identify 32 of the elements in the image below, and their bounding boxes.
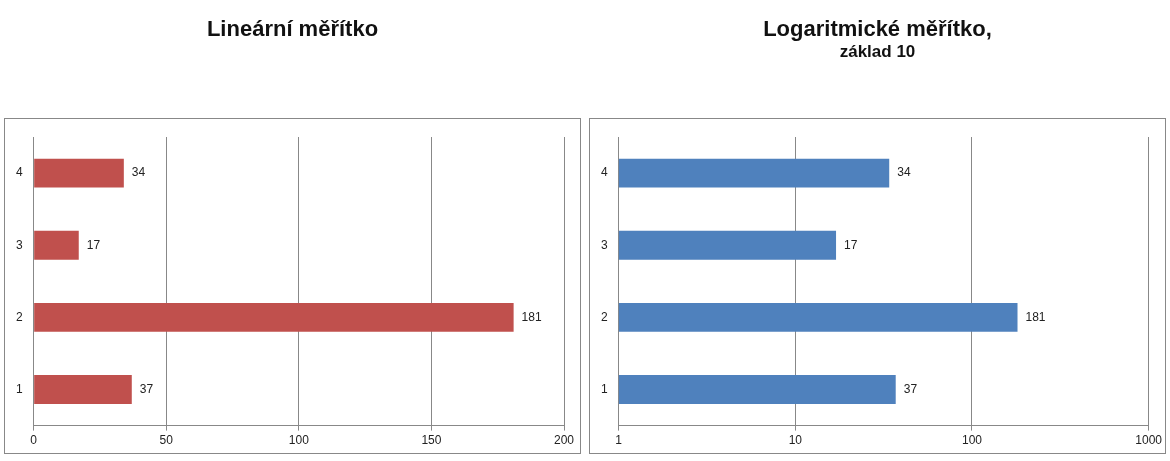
data-label: 181 xyxy=(521,309,542,324)
chart-title: Logaritmické měřítko, xyxy=(762,15,993,42)
data-label: 34 xyxy=(131,165,146,180)
x-tick-label: 50 xyxy=(159,433,174,448)
x-tick-label: 10 xyxy=(788,433,803,448)
y-tick-label: 1 xyxy=(600,381,608,396)
y-tick-label: 2 xyxy=(600,309,608,324)
x-tick-label: 1000 xyxy=(1135,433,1163,448)
data-label: 37 xyxy=(903,381,918,396)
data-label: 181 xyxy=(1025,309,1046,324)
bar xyxy=(34,302,514,332)
bar xyxy=(34,158,124,188)
bar xyxy=(34,375,132,404)
y-tick-label: 4 xyxy=(600,165,608,180)
data-label: 17 xyxy=(86,237,101,252)
data-label: 17 xyxy=(844,237,858,252)
x-tick-label: 100 xyxy=(288,433,310,448)
y-tick-label: 1 xyxy=(15,381,23,396)
y-tick-label: 4 xyxy=(15,165,23,180)
x-tick-label: 100 xyxy=(961,433,983,448)
y-tick-label: 2 xyxy=(15,309,23,324)
x-tick-label: 150 xyxy=(421,433,442,448)
chart-title: Lineární měřítko xyxy=(205,15,380,42)
data-label: 34 xyxy=(897,165,911,180)
x-tick-label: 200 xyxy=(553,433,575,448)
x-tick-label: 0 xyxy=(30,433,38,448)
y-tick-label: 3 xyxy=(600,237,608,252)
x-tick-label: 1 xyxy=(615,433,623,448)
bar xyxy=(34,230,79,260)
chart-subtitle: základ 10 xyxy=(838,42,917,62)
y-tick-label: 3 xyxy=(15,237,23,252)
data-label: 37 xyxy=(139,381,154,396)
